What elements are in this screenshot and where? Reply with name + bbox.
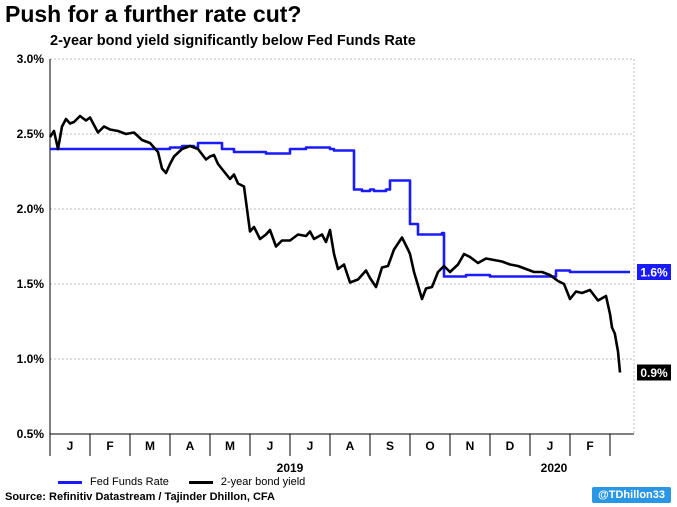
legend-label-fed-funds: Fed Funds Rate [90, 476, 169, 488]
legend-swatch-2yr-yield [188, 480, 213, 484]
x-tick-label: F [586, 439, 593, 453]
legend-swatch-fed-funds [58, 480, 82, 484]
x-tick-label: F [106, 439, 113, 453]
x-tick-label: A [186, 439, 195, 453]
x-axis: J F M A M J J A S O N D J F 2019 2020 [49, 433, 634, 475]
legend-label-2yr-yield: 2-year bond yield [220, 476, 306, 488]
x-tick-label: D [506, 439, 515, 453]
chart-subtitle: 2-year bond yield significantly below Fe… [50, 33, 416, 49]
x-year-label: 2020 [541, 461, 568, 475]
y-tick-label: 1.0% [17, 352, 45, 366]
x-tick-label: M [145, 439, 155, 453]
end-label-text: 1.6% [640, 266, 668, 280]
end-labels: 1.6% 0.9% [637, 264, 671, 381]
x-tick-label: M [225, 439, 235, 453]
series-line-2yr-bond-yield [48, 114, 622, 373]
grid [50, 58, 635, 435]
legend: Fed Funds Rate 2-year bond yield [58, 476, 325, 488]
x-tick-label: J [267, 439, 274, 453]
y-tick-label: 0.5% [17, 427, 45, 441]
source-note: Source: Refinitiv Datastream / Tajinder … [5, 491, 275, 503]
x-tick-label: S [386, 439, 394, 453]
x-tick-label: N [466, 439, 475, 453]
x-tick-label: J [307, 439, 314, 453]
end-label-text: 0.9% [640, 366, 668, 380]
legend-item-2yr-yield: 2-year bond yield [188, 476, 306, 488]
y-tick-label: 2.5% [17, 127, 45, 141]
x-tick-label: O [425, 439, 434, 453]
y-tick-label: 2.0% [17, 202, 45, 216]
x-tick-label: J [547, 439, 554, 453]
y-tick-label: 3.0% [17, 52, 45, 66]
legend-item-fed-funds: Fed Funds Rate [58, 476, 169, 488]
x-tick-label: A [346, 439, 355, 453]
series-line-fed-funds-rate [50, 141, 630, 278]
x-year-label: 2019 [277, 461, 304, 475]
x-tick-label: J [67, 439, 74, 453]
end-label-box [637, 364, 671, 381]
series-lines [48, 114, 630, 373]
y-axis: 0.5% 1.0% 1.5% 2.0% 2.5% 3.0% [17, 52, 51, 441]
chart-title: Push for a further rate cut? [5, 1, 302, 27]
twitter-handle-badge: @TDhillon33 [592, 487, 671, 503]
end-label-box [637, 264, 671, 280]
y-tick-label: 1.5% [17, 277, 45, 291]
